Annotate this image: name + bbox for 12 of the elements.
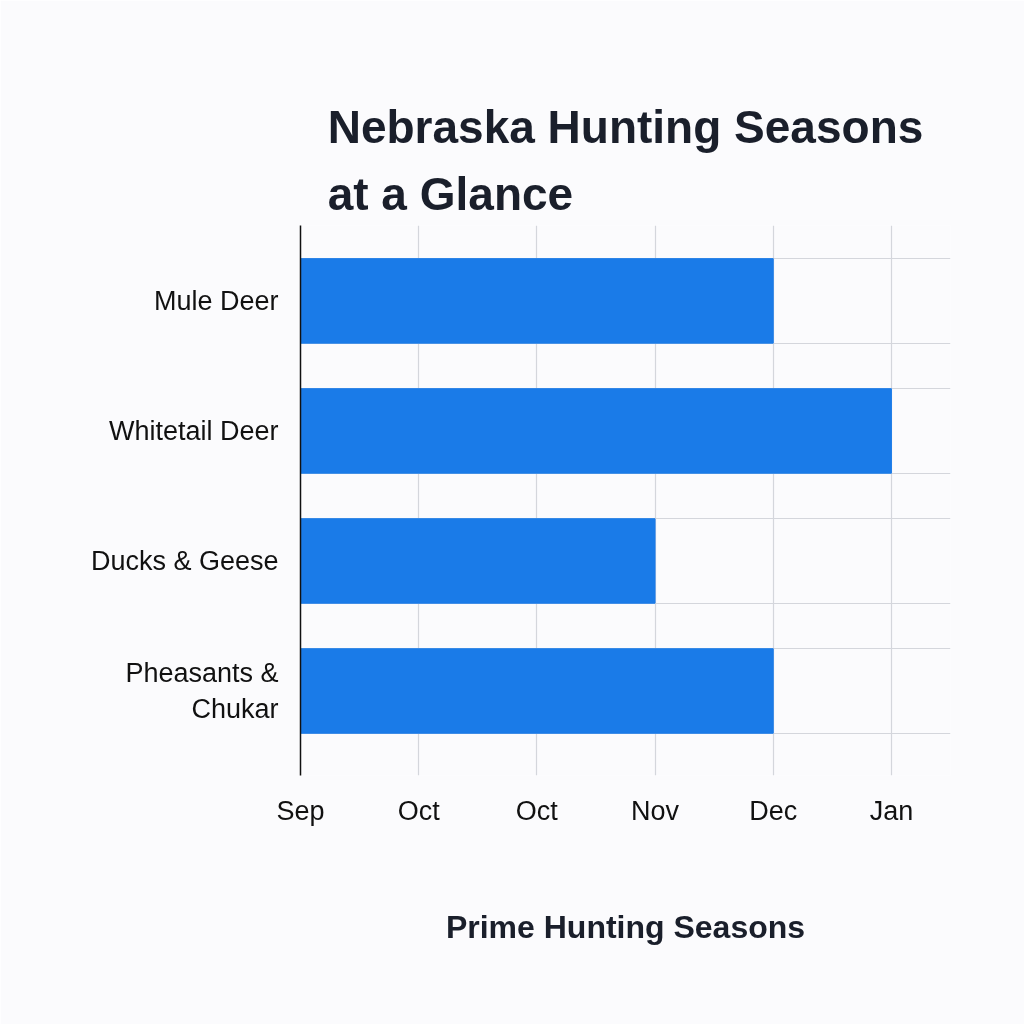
y-tick-label: Whitetail Deer <box>108 415 279 446</box>
chart-title: Nebraska Hunting Seasons at a Glance <box>327 100 924 221</box>
text: Oct <box>515 795 559 826</box>
text: Nov <box>631 795 680 826</box>
y-tick-label: Pheasants & Chukar <box>125 657 279 724</box>
y-tick-label: Ducks & Geese <box>90 545 279 576</box>
y-tick-label: Mule Deer <box>153 285 279 316</box>
x-axis-title: Prime Hunting Seasons <box>445 908 806 945</box>
text: Oct <box>397 795 441 826</box>
text: Dec <box>749 795 798 826</box>
text: Jan <box>869 795 914 826</box>
text: Sep <box>276 795 325 826</box>
